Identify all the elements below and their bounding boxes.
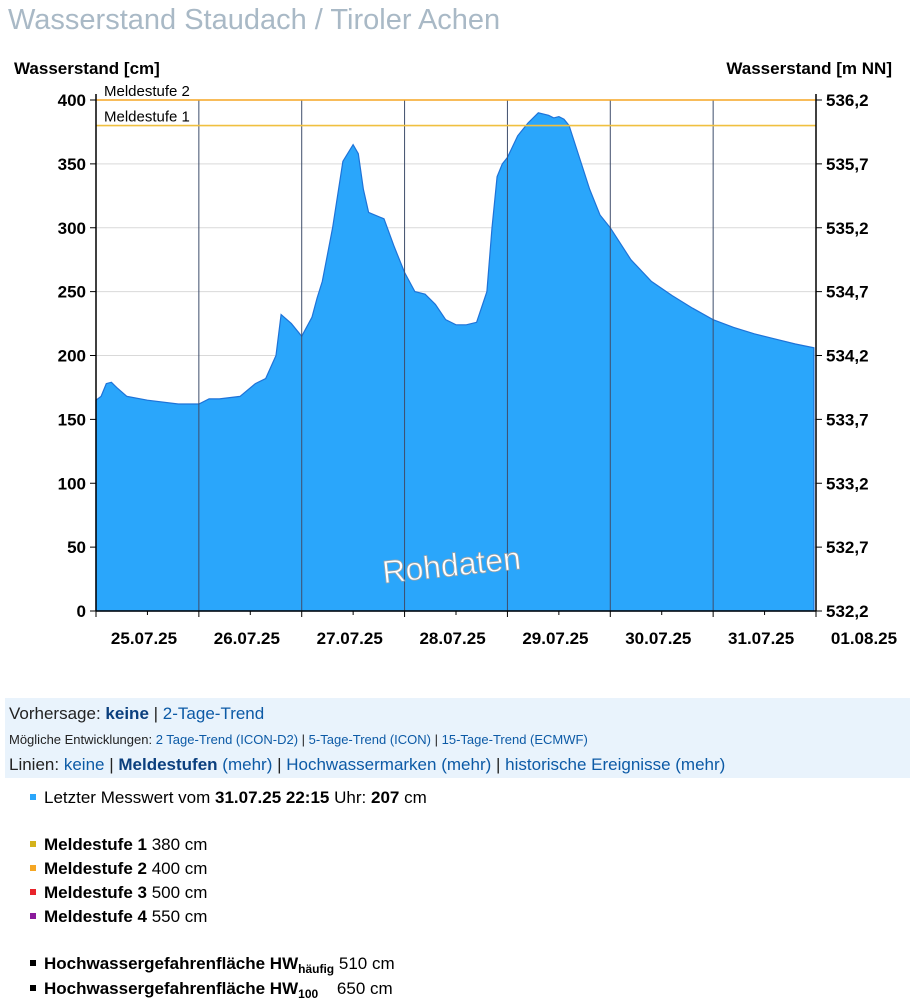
meldestufe-value: 380 cm [151,835,208,854]
hw-label: Hochwassergefahrenfläche HW [44,979,299,998]
hwmarken-more-link[interactable]: (mehr) [441,755,492,774]
y-tick-label-left: 200 [58,347,86,366]
hw-subscript: 100 [298,987,319,1001]
y-tick-label-left: 50 [67,538,86,557]
bullet-icon [30,959,36,966]
meldestufe-label: Meldestufe 4 [44,907,147,926]
meldestufe-label: Meldestufe 1 [44,835,147,854]
hw-label: Hochwassergefahrenfläche HW [44,954,299,973]
hw-subscript: häufig [298,962,335,976]
meldestufe-label: Meldestufe 2 [44,859,147,878]
y-tick-label-right: 534,7 [826,283,869,302]
separator: | [277,755,282,774]
y-tick-label-left: 300 [58,219,86,238]
historic-more-link[interactable]: (mehr) [675,755,726,774]
last-value: 207 [370,788,400,807]
y-tick-label-right: 532,2 [826,602,869,621]
y-tick-label-left: 100 [58,474,86,493]
separator: | [496,755,501,774]
lines-historic-link[interactable]: historische Ereignisse [505,755,671,774]
forecast-label: Vorhersage: [9,704,101,723]
y-tick-label-right: 532,7 [826,538,869,557]
y-tick-label-right: 533,7 [826,410,869,429]
x-tick-label: 31.07.25 [728,629,794,648]
developments-label: Mögliche Entwicklungen: [9,732,153,747]
bullet-icon [30,984,36,991]
y-axis-title-right: Wasserstand [m NN] [726,59,892,78]
forecast-row: Vorhersage: keine | 2-Tage-Trend [9,704,264,724]
lines-label: Linien: [9,755,60,774]
y-tick-label-left: 350 [58,155,86,174]
developments-row: Mögliche Entwicklungen: 2 Tage-Trend (IC… [9,732,588,747]
y-tick-label-left: 250 [58,283,86,302]
meldestufe-item: Meldestufe 2 400 cm [30,859,207,879]
dev-link-icon[interactable]: 5-Tage-Trend (ICON) [308,732,431,747]
separator: | [109,755,114,774]
hw-haeufig-item: Hochwassergefahrenfläche HWhäufig 510 cm [30,954,395,976]
lines-none-link[interactable]: keine [63,755,105,774]
threshold-label: Meldestufe 1 [104,109,190,126]
separator: | [301,732,306,747]
bullet-icon [30,793,36,800]
y-tick-label-left: 400 [58,91,86,110]
water-level-area [95,112,815,612]
meldestufe-value: 400 cm [151,859,208,878]
forecast-2day-link[interactable]: 2-Tage-Trend [162,704,265,723]
bullet-icon [30,912,36,919]
y-tick-label-right: 535,7 [826,155,869,174]
meldestufe-item: Meldestufe 1 380 cm [30,835,207,855]
y-tick-label-left: 150 [58,410,86,429]
meldestufe-item: Meldestufe 3 500 cm [30,883,207,903]
last-prefix: Letzter Messwert vom [44,788,211,807]
bullet-icon [30,888,36,895]
meldestufe-value: 500 cm [151,883,208,902]
y-tick-label-right: 534,2 [826,347,869,366]
page-title: Wasserstand Staudach / Tiroler Achen [8,4,501,36]
x-tick-label: 28.07.25 [419,629,485,648]
y-tick-label-right: 533,2 [826,474,869,493]
lines-row: Linien: keine | Meldestufen (mehr) | Hoc… [9,755,725,775]
x-tick-label: 25.07.25 [111,629,177,648]
hw-value: 650 cm [336,979,393,998]
last-unit: cm [404,788,427,807]
hw-100-item: Hochwassergefahrenfläche HW100 650 cm [30,979,393,1001]
dev-link-ecmwf[interactable]: 15-Tage-Trend (ECMWF) [441,732,588,747]
y-tick-label-left: 0 [77,602,86,621]
x-tick-label: 26.07.25 [214,629,280,648]
dev-link-icon-d2[interactable]: 2 Tage-Trend (ICON-D2) [155,732,299,747]
meldestufe-value: 550 cm [151,907,208,926]
x-tick-label: 01.08.25 [831,629,897,648]
y-tick-label-right: 535,2 [826,219,869,238]
water-level-chart: Meldestufe 2 Meldestufe 1 0 532,2 50 532,7 100… [14,59,897,648]
bullet-icon [30,864,36,871]
x-tick-label: 30.07.25 [625,629,691,648]
last-datetime: 31.07.25 22:15 [215,788,330,807]
meldestufe-label: Meldestufe 3 [44,883,147,902]
y-tick-label-right: 536,2 [826,91,869,110]
forecast-none-link[interactable]: keine [105,704,149,723]
meldestufe-item: Meldestufe 4 550 cm [30,907,207,927]
chart-controls: Vorhersage: keine | 2-Tage-Trend Möglich… [5,698,910,778]
x-tick-label: 27.07.25 [317,629,383,648]
separator: | [153,704,159,723]
lines-hwmarken-link[interactable]: Hochwassermarken [286,755,437,774]
x-tick-label: 29.07.25 [522,629,588,648]
last-mid: Uhr: [334,788,367,807]
hw-value: 510 cm [338,954,395,973]
last-measurement: Letzter Messwert vom 31.07.25 22:15 Uhr:… [30,788,427,808]
meldestufen-more-link[interactable]: (mehr) [222,755,273,774]
y-axis-title-left: Wasserstand [cm] [14,59,160,78]
bullet-icon [30,840,36,847]
threshold-label: Meldestufe 2 [104,83,190,100]
lines-meldestufen-link[interactable]: Meldestufen [118,755,218,774]
separator: | [434,732,439,747]
